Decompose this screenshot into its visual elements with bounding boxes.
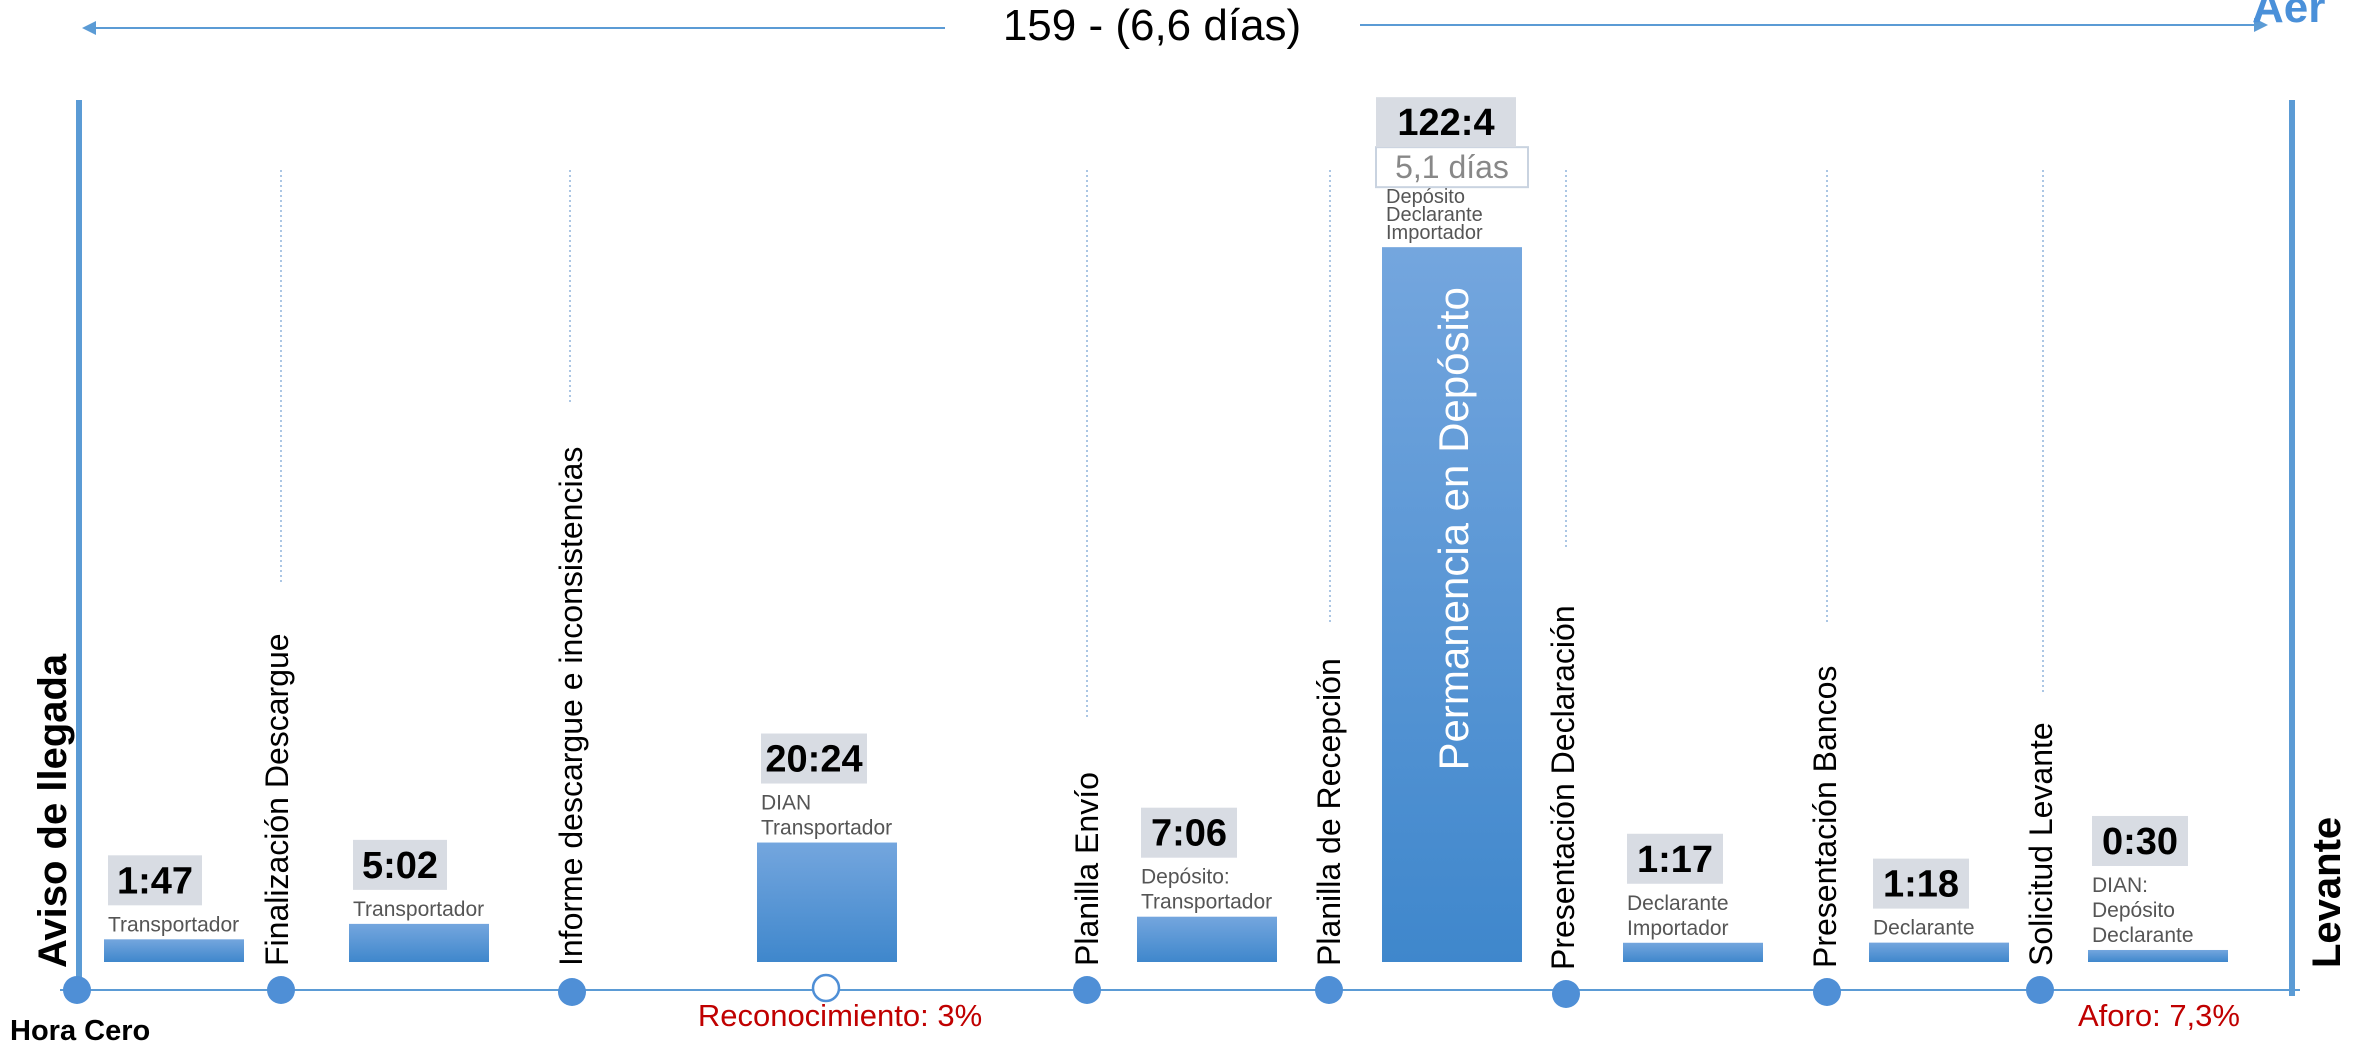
milestone-presentacion-declaracion: Presentación Declaración (1545, 170, 1581, 970)
bar (1382, 247, 1522, 962)
actor-label: Depósito (1386, 186, 1465, 208)
levante-label: Levante (2305, 817, 2349, 968)
value-label: 0:30 (2102, 821, 2178, 863)
bar-group: Transportador 1:47 (104, 855, 244, 962)
value-label: 5:02 (362, 845, 438, 887)
actor-label: Depósito: (1141, 866, 1230, 889)
hora-cero-label: Hora Cero (10, 1015, 150, 1046)
actor-label: Transportador (761, 817, 892, 840)
value-label: 122:4 (1397, 102, 1494, 144)
bar-group: Transportador 5:02 (349, 839, 489, 962)
milestone-label: Solicitud Levante (2023, 722, 2059, 966)
bar-group: Depósito:Transportador 7:06 (1137, 807, 1277, 962)
milestone-presentacion-bancos: Presentación Bancos (1807, 170, 1843, 968)
milestones: Finalización Descargue Informe descargue… (259, 170, 2059, 970)
bar-inner-label: Permanencia en Depósito (1430, 287, 1477, 770)
reconocimiento-marker (811, 973, 841, 1003)
timeline-marker (1813, 978, 1841, 1006)
milestone-label: Presentación Declaración (1545, 605, 1581, 970)
bar (1869, 942, 2009, 962)
value-label: 7:06 (1151, 813, 1227, 855)
timeline-marker (63, 976, 91, 1004)
timeline-marker (2026, 976, 2054, 1004)
bar (1137, 916, 1277, 962)
milestone-label: Presentación Bancos (1807, 666, 1843, 968)
timeline-markers (63, 973, 2054, 1008)
value-box (108, 855, 202, 906)
value-box (761, 733, 867, 784)
value-box (353, 839, 447, 890)
timeline-marker (1073, 976, 1101, 1004)
bars-layer: Transportador1:47Transportador5:02DIANTr… (104, 97, 2228, 962)
bar (757, 842, 897, 962)
actor-label: Importador (1627, 917, 1729, 940)
bar (1623, 942, 1763, 962)
value-label: 1:18 (1883, 864, 1959, 906)
actor-label: Importador (1386, 222, 1483, 244)
sub-label: 5,1 días (1395, 149, 1509, 185)
total-span-arrow (82, 18, 2268, 35)
timeline-marker (1315, 976, 1343, 1004)
milestone-solicitud-levante: Solicitud Levante (2023, 170, 2059, 966)
timeline-marker (1552, 980, 1580, 1008)
actor-label: Transportador (353, 898, 484, 921)
sub-label-box (1375, 146, 1529, 189)
value-box (1873, 858, 1969, 909)
bar (349, 923, 489, 962)
value-box (1141, 807, 1237, 858)
actor-label: Declarante (1627, 892, 1729, 915)
value-box (2092, 815, 2188, 866)
span-arrow-right-head (2254, 18, 2268, 32)
actor-label: Depósito (2092, 899, 2175, 922)
actor-label: Declarante (1386, 204, 1483, 226)
timeline-marker (267, 976, 295, 1004)
total-time-title: 159 - (6,6 días) (1003, 1, 1301, 50)
span-arrow-left-head (82, 21, 96, 35)
actor-label: Transportador (1141, 891, 1272, 914)
actor-label: Declarante (1873, 917, 1975, 940)
milestone-informe-descargue: Informe descargue e inconsistencias (553, 170, 589, 966)
corner-label: Aer (2252, 0, 2325, 32)
actor-label: Declarante (2092, 924, 2194, 947)
actor-label: DIAN (761, 792, 811, 815)
aforo-annotation: Aforo: 7,3% (2078, 998, 2240, 1033)
reconocimiento-annotation: Reconocimiento: 3% (698, 998, 982, 1033)
bar (2088, 949, 2228, 962)
timeline-marker (558, 978, 586, 1006)
milestone-planilla-envio: Planilla Envío (1069, 170, 1105, 966)
value-label: 1:17 (1637, 839, 1713, 881)
milestone-label: Planilla de Recepción (1311, 658, 1347, 966)
milestone-label: Planilla Envío (1069, 772, 1105, 966)
actor-label: DIAN: (2092, 874, 2148, 897)
value-label: 1:47 (117, 860, 193, 902)
milestone-label: Finalización Descargue (259, 633, 295, 966)
value-box (1627, 833, 1723, 884)
value-box (1376, 97, 1516, 148)
bar (104, 939, 244, 962)
milestone-finalizacion-descargue: Finalización Descargue (259, 170, 295, 966)
milestone-label: Informe descargue e inconsistencias (553, 447, 589, 966)
milestone-planilla-recepcion: Planilla de Recepción (1311, 170, 1347, 966)
aviso-llegada-label: Aviso de llegada (31, 653, 75, 968)
bar-group: Declarante 1:18 (1869, 858, 2009, 962)
value-label: 20:24 (765, 739, 862, 781)
actor-label: Transportador (108, 913, 239, 936)
